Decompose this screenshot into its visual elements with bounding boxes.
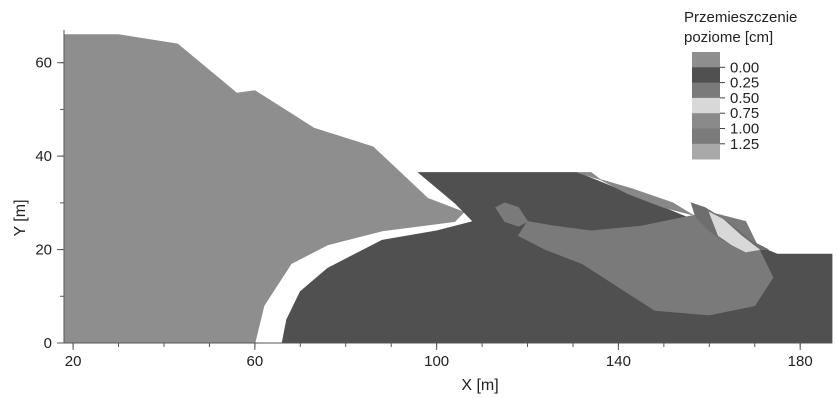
- legend-level-label: 0.75: [730, 105, 759, 122]
- x-axis-label: X [m]: [461, 377, 498, 394]
- y-tick-label: 20: [35, 242, 52, 259]
- x-tick-label: 60: [247, 353, 264, 370]
- legend-title-line: poziome [cm]: [684, 29, 773, 46]
- y-tick-label: 40: [35, 148, 52, 165]
- legend-swatch: [692, 82, 720, 99]
- y-axis-label: Y [m]: [12, 199, 29, 236]
- x-tick-label: 140: [606, 353, 631, 370]
- region-small-island: [495, 202, 529, 227]
- legend-swatch: [692, 67, 720, 83]
- region-slope-light: [63, 34, 465, 344]
- legend-level-label: 1.25: [730, 136, 759, 153]
- legend: Przemieszczenie poziome [cm] 0.000.250.500…: [684, 9, 797, 160]
- legend-level-label: 0.25: [730, 75, 759, 92]
- x-tick-label: 100: [424, 353, 449, 370]
- region-lower-mid-zone: [517, 211, 774, 316]
- legend-swatch: [692, 52, 720, 68]
- legend-swatch: [692, 143, 720, 160]
- axes: 20 60 100 140 180 0 20 40 60 X [m] Y [m]: [12, 30, 832, 394]
- contour-regions: [63, 34, 833, 344]
- legend-level-label: 0.50: [730, 90, 759, 107]
- region-peak-zone: [708, 211, 761, 253]
- legend-title-line: Przemieszczenie: [684, 9, 797, 26]
- legend-swatch: [692, 128, 720, 145]
- x-tick-label: 20: [65, 353, 82, 370]
- legend-swatch: [692, 97, 720, 114]
- legend-level-label: 1.00: [730, 121, 759, 138]
- legend-level-label: 0.00: [730, 59, 759, 76]
- legend-swatch: [692, 113, 720, 129]
- y-tick-label: 0: [44, 335, 52, 352]
- x-tick-label: 180: [788, 353, 813, 370]
- y-tick-label: 60: [35, 55, 52, 72]
